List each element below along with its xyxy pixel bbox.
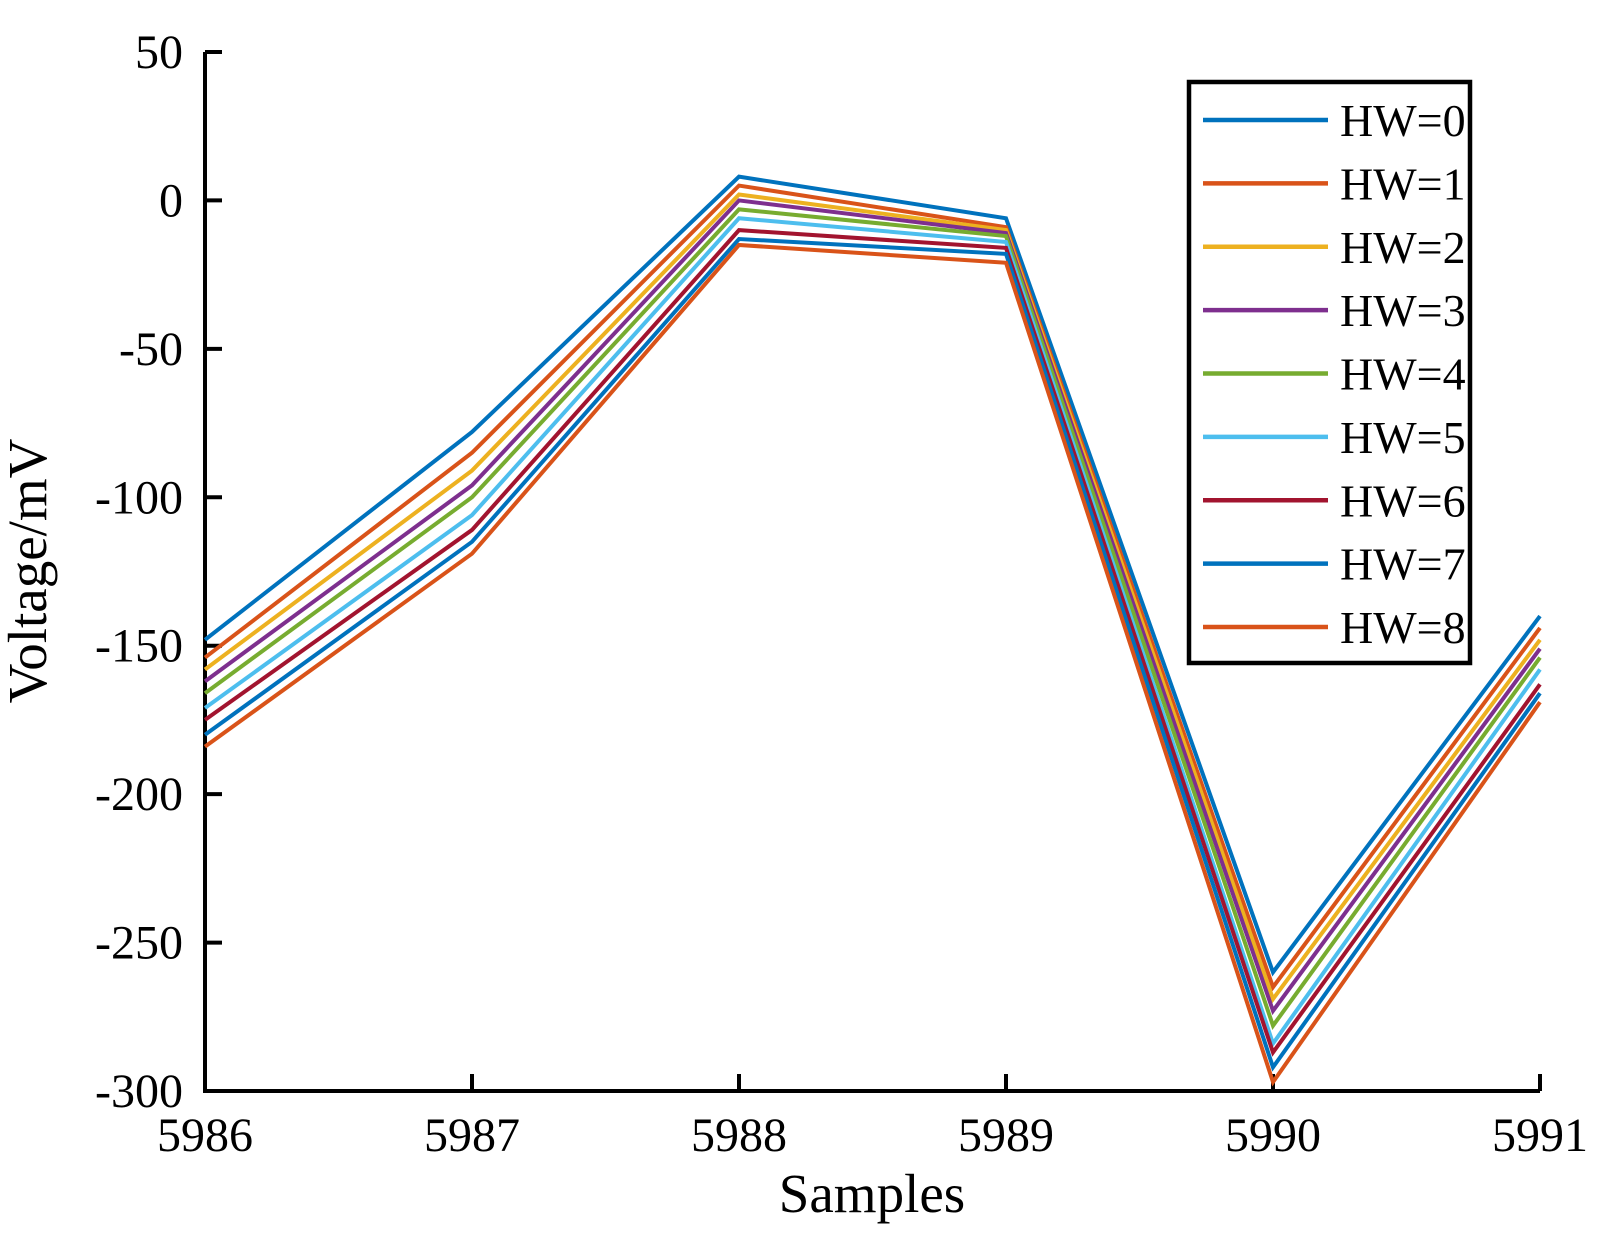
legend-label-HW=4: HW=4 <box>1340 349 1466 400</box>
x-tick-label: 5986 <box>157 1109 253 1162</box>
y-axis-label: Voltage/mV <box>0 438 58 703</box>
legend-label-HW=6: HW=6 <box>1340 475 1466 526</box>
series-line-HW=1 <box>203 183 1542 992</box>
x-tick-label: 5988 <box>691 1109 787 1162</box>
y-tick-label: -150 <box>95 620 183 673</box>
series-line-HW=2 <box>203 192 1542 1004</box>
x-axis-label: Samples <box>779 1163 965 1224</box>
legend-entry-HW=3: HW=3 <box>1203 285 1466 336</box>
legend-entry-HW=0: HW=0 <box>1203 95 1466 146</box>
legend-label-HW=1: HW=1 <box>1340 158 1466 209</box>
plot-series <box>203 174 1542 1087</box>
legend-entry-HW=5: HW=5 <box>1203 412 1466 463</box>
y-tick-label: -100 <box>95 471 183 524</box>
legend-entry-HW=2: HW=2 <box>1203 222 1466 273</box>
legend-entry-HW=1: HW=1 <box>1203 158 1466 209</box>
x-tick-label: 5987 <box>424 1109 520 1162</box>
series-line-HW=0 <box>203 174 1542 977</box>
legend-label-HW=2: HW=2 <box>1340 222 1466 273</box>
series-line-HW=4 <box>203 207 1542 1030</box>
legend: HW=0 HW=1 HW=2 HW=3 HW=4 HW=5 HW=6 HW=7 HW=8 <box>1186 79 1473 666</box>
series-line-HW=8 <box>203 242 1542 1087</box>
legend-label-HW=0: HW=0 <box>1340 95 1466 146</box>
y-tick-label: -50 <box>119 323 183 376</box>
legend-entry-HW=7: HW=7 <box>1203 539 1466 590</box>
legend-label-HW=7: HW=7 <box>1340 539 1466 590</box>
legend-entry-HW=6: HW=6 <box>1203 475 1466 526</box>
series-line-HW=5 <box>203 216 1542 1048</box>
legend-label-HW=5: HW=5 <box>1340 412 1466 463</box>
legend-label-HW=8: HW=8 <box>1340 602 1466 653</box>
x-tick-label: 5991 <box>1492 1109 1588 1162</box>
x-tick-label: 5989 <box>958 1109 1054 1162</box>
y-tick-label: 50 <box>135 26 183 79</box>
x-tick-label: 5990 <box>1225 1109 1321 1162</box>
series-line-HW=7 <box>203 236 1542 1072</box>
series-line-HW=3 <box>203 198 1542 1016</box>
legend-label-HW=3: HW=3 <box>1340 285 1466 336</box>
legend-entry-HW=8: HW=8 <box>1203 602 1466 653</box>
y-tick-label: -250 <box>95 917 183 970</box>
y-tick-label: -200 <box>95 768 183 821</box>
y-tick-label: -300 <box>95 1065 183 1118</box>
series-line-HW=6 <box>203 228 1542 1057</box>
legend-entry-HW=4: HW=4 <box>1203 349 1466 400</box>
y-tick-label: 0 <box>159 174 183 227</box>
